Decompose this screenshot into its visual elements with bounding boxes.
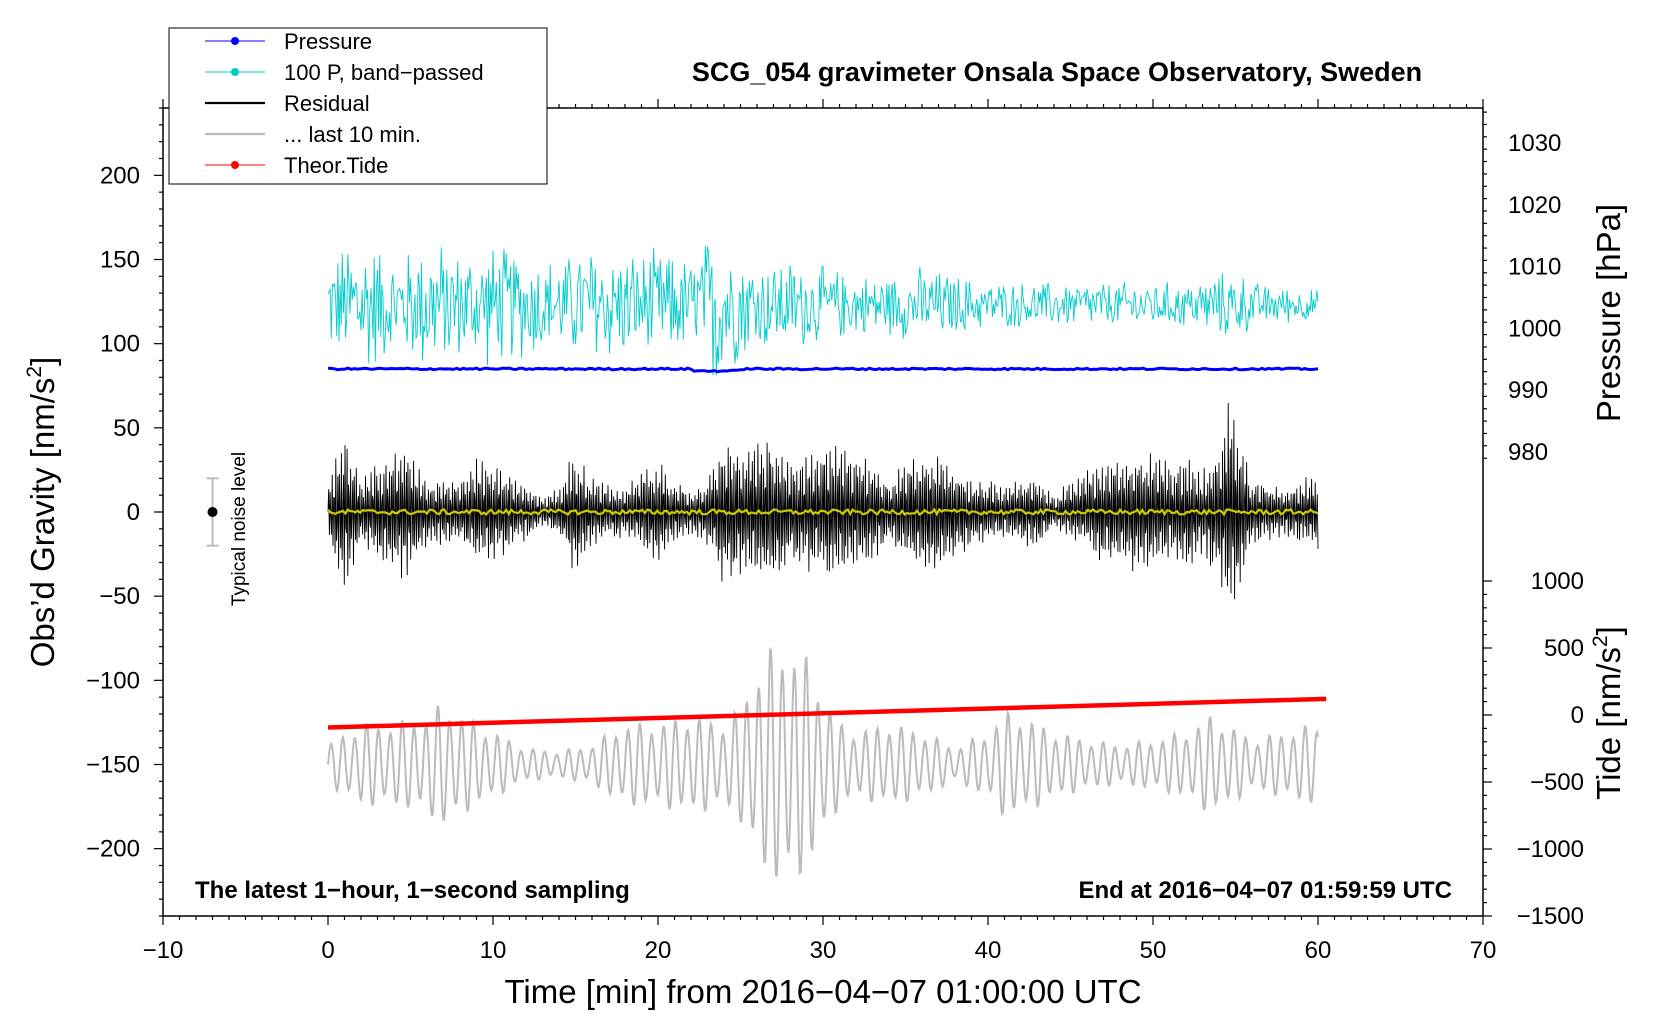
x-tick-label: 50	[1140, 937, 1167, 964]
x-tick-label: 10	[480, 937, 507, 964]
y-tick-label: 50	[113, 415, 140, 442]
noise-label: Typical noise level	[229, 452, 250, 606]
pressure-tick-label: 1010	[1508, 254, 1561, 281]
x-tick-label: 60	[1305, 937, 1332, 964]
pressure-axis-label: Pressure [hPa]	[1590, 204, 1627, 422]
series-last-10-min-line	[327, 646, 1319, 877]
y-tick-label: −200	[86, 836, 140, 863]
tide-tick-label: 0	[1571, 702, 1584, 729]
tide-tick-label: −1500	[1517, 903, 1584, 930]
legend-box	[168, 27, 548, 185]
legend-label: Theor.Tide	[284, 153, 388, 178]
series-layer	[327, 245, 1327, 877]
tide-axis-label-sup: 2	[1589, 635, 1612, 647]
x-tick-label: 70	[1470, 937, 1497, 964]
legend-label: ... last 10 min.	[284, 122, 421, 147]
legend-swatch-marker	[231, 68, 239, 76]
y-tick-label: 200	[100, 162, 140, 189]
pressure-tick-label: 980	[1508, 439, 1548, 466]
noise-bar-point	[207, 507, 218, 517]
pressure-tick-label: 1030	[1508, 130, 1561, 157]
y-tick-label: 0	[127, 499, 140, 526]
legend-label: Residual	[284, 91, 370, 116]
tide-tick-label: 1000	[1531, 568, 1584, 595]
x-tick-label: 20	[645, 937, 672, 964]
y-tick-label: −100	[86, 667, 140, 694]
annotation-end-time: End at 2016−04−07 01:59:59 UTC	[1078, 877, 1452, 904]
legend-swatch-marker	[231, 161, 239, 169]
legend-label: Pressure	[284, 29, 372, 54]
y-axis-left-label: Obs’d Gravity [nm/s2]	[23, 357, 61, 668]
tide-axis-label-main: Tide [nm/s	[1590, 647, 1627, 800]
x-tick-label: 40	[975, 937, 1002, 964]
annotation-sampling: The latest 1−hour, 1−second sampling	[195, 877, 630, 904]
y-axis-left-label-sup: 2	[23, 366, 46, 378]
series-residual-line	[327, 402, 1319, 600]
tide-axis-label-end: ]	[1590, 626, 1627, 635]
y-tick-label: −50	[99, 583, 140, 610]
legend: Pressure 100 P, band−passed Residual ... la…	[168, 27, 548, 185]
y-tick-label: 150	[100, 247, 140, 274]
tide-tick-label: −1000	[1517, 836, 1584, 863]
pressure-axis-ticks: 1030 1020 1010 1000 990 980	[1483, 111, 1561, 466]
y-tick-label: −150	[86, 752, 140, 779]
series-pressure-bandpassed-line	[327, 245, 1319, 376]
y-axis-left-label-end: ]	[24, 357, 61, 366]
legend-swatch-marker	[231, 37, 239, 45]
noise-level-bar	[206, 477, 219, 547]
pressure-tick-label: 1000	[1508, 315, 1561, 342]
x-axis-label: Time [min] from 2016−04−07 01:00:00 UTC	[504, 973, 1141, 1010]
tide-tick-label: −500	[1530, 769, 1584, 796]
x-tick-label: 30	[810, 937, 837, 964]
pressure-tick-label: 1020	[1508, 192, 1561, 219]
legend-label: 100 P, band−passed	[284, 60, 484, 85]
series-theoretical-tide-line	[327, 696, 1327, 730]
tide-tick-label: 500	[1544, 635, 1584, 662]
series-pressure-line	[327, 366, 1319, 374]
x-tick-label: −10	[143, 937, 184, 964]
y-axis-left-ticks: 200 150 100 50 0 −50 −100 −150 −200	[86, 107, 163, 917]
tide-axis-ticks: 1000 500 0 −500 −1000 −1500	[1483, 568, 1584, 930]
y-tick-label: 100	[100, 331, 140, 358]
y-axis-left-label-main: Obs’d Gravity [nm/s	[24, 378, 61, 668]
pressure-tick-label: 990	[1508, 377, 1548, 404]
x-tick-label: 0	[321, 937, 334, 964]
series-residual-smoothed-line	[327, 507, 1319, 517]
chart-title: SCG_054 gravimeter Onsala Space Observat…	[692, 57, 1422, 87]
tide-axis-label: Tide [nm/s2]	[1589, 626, 1627, 800]
